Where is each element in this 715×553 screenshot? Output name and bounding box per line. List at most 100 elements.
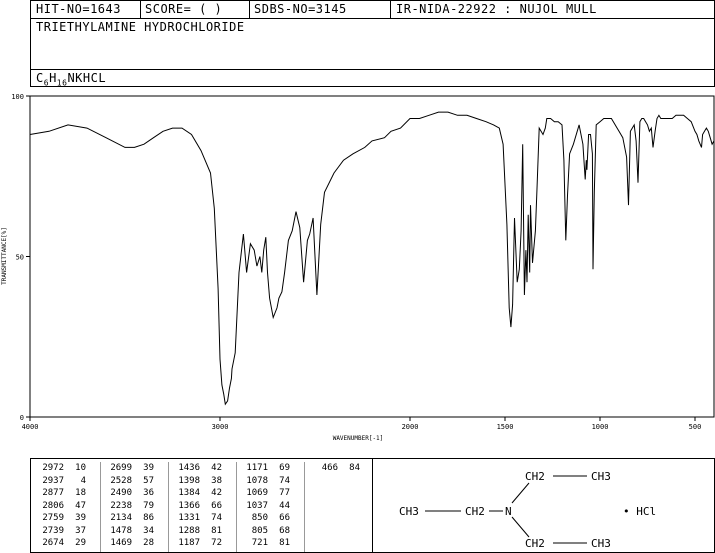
peak-transmittance: 37 xyxy=(75,525,86,536)
x-tick-label: 1500 xyxy=(497,423,514,431)
peak-row: 1078 74 xyxy=(242,476,290,487)
formula-part: C xyxy=(36,71,44,85)
peak-row: 2972 10 xyxy=(38,463,86,474)
peak-transmittance: 34 xyxy=(143,525,154,536)
spectrum-line xyxy=(29,111,715,406)
peak-transmittance: 84 xyxy=(349,463,360,473)
peak-wavenumber: 1478 xyxy=(110,525,132,536)
peak-wavenumber: 2877 xyxy=(42,488,64,498)
peak-wavenumber: 1331 xyxy=(178,513,200,523)
peak-wavenumber: 1078 xyxy=(246,475,268,486)
struct-ch3-left: CH3 xyxy=(399,505,419,518)
peak-row: 2937 4 xyxy=(38,476,86,487)
peak-wavenumber: 1171 xyxy=(246,463,268,473)
structure-diagram: CH2 CH3 CH3 CH2 N CH2 CH3 • HCl xyxy=(399,470,656,550)
y-axis-label: TRANSMITTANCE[%] xyxy=(1,227,8,285)
peak-row: 1384 42 xyxy=(174,488,222,499)
peak-row: 1398 38 xyxy=(174,476,222,487)
peak-wavenumber: 850 xyxy=(251,513,268,523)
peak-wavenumber: 2238 xyxy=(110,500,132,511)
header-divider xyxy=(249,0,250,18)
peak-wavenumber: 2528 xyxy=(110,475,132,486)
peak-row: 805 68 xyxy=(242,526,290,537)
peak-transmittance: 44 xyxy=(279,500,290,511)
formula-subscript: 16 xyxy=(56,78,68,88)
peak-row: 850 66 xyxy=(242,513,290,524)
peak-transmittance: 38 xyxy=(211,475,222,486)
peak-transmittance: 72 xyxy=(211,538,222,548)
sdbs-number: SDBS-NO=3145 xyxy=(254,2,347,16)
peak-wavenumber: 1384 xyxy=(178,488,200,498)
peak-wavenumber: 2806 xyxy=(42,500,64,511)
header-rule xyxy=(30,69,715,70)
peak-transmittance: 29 xyxy=(75,538,86,548)
peak-wavenumber: 1069 xyxy=(246,488,268,498)
peak-transmittance: 86 xyxy=(143,513,154,523)
peak-transmittance: 42 xyxy=(211,488,222,498)
x-tick-label: 4000 xyxy=(22,423,39,431)
peak-row: 466 84 xyxy=(312,463,360,474)
molecular-formula: C6H16NKHCL xyxy=(36,70,107,88)
peak-table-divider xyxy=(100,462,101,552)
y-tick-label: 0 xyxy=(20,414,24,422)
ir-spectrum-chart: 4000 3000 2000 1500 1000 500 0 50 100 WAVENUMBE… xyxy=(1,93,715,442)
peak-wavenumber: 2972 xyxy=(42,463,64,473)
peak-transmittance: 81 xyxy=(211,525,222,536)
formula-part: NKHCL xyxy=(67,71,107,85)
y-tick-label: 50 xyxy=(16,254,24,262)
peak-row: 1436 42 xyxy=(174,463,222,474)
peak-transmittance: 74 xyxy=(211,513,222,523)
peak-transmittance: 69 xyxy=(279,463,290,473)
peak-wavenumber: 2134 xyxy=(110,513,132,523)
peak-wavenumber: 2490 xyxy=(110,488,132,498)
peak-wavenumber: 2674 xyxy=(42,538,64,548)
peak-row: 1187 72 xyxy=(174,538,222,549)
bond xyxy=(511,516,530,538)
peak-wavenumber: 805 xyxy=(251,525,268,536)
struct-salt: • HCl xyxy=(623,505,656,518)
peak-row: 721 81 xyxy=(242,538,290,549)
peak-row: 2806 47 xyxy=(38,501,86,512)
peak-transmittance: 39 xyxy=(143,463,154,473)
peak-row: 2739 37 xyxy=(38,526,86,537)
peak-table-divider xyxy=(372,458,373,553)
peak-wavenumber: 1187 xyxy=(178,538,200,548)
peak-transmittance: 36 xyxy=(143,488,154,498)
peak-row: 2528 57 xyxy=(106,476,154,487)
peak-row: 2490 36 xyxy=(106,488,154,499)
peak-transmittance: 81 xyxy=(279,538,290,548)
peak-transmittance: 57 xyxy=(143,475,154,486)
peak-row: 2759 39 xyxy=(38,513,86,524)
x-tick-label: 500 xyxy=(689,423,702,431)
peak-wavenumber: 2699 xyxy=(110,463,132,473)
struct-ch2-left: CH2 xyxy=(465,505,485,518)
peak-row: 2699 39 xyxy=(106,463,154,474)
struct-ch2-top: CH2 xyxy=(525,470,545,483)
peak-transmittance: 4 xyxy=(80,475,86,486)
ir-code: IR-NIDA-22922 : NUJOL MULL xyxy=(396,2,597,16)
peak-transmittance: 28 xyxy=(143,538,154,548)
peak-wavenumber: 2759 xyxy=(42,513,64,523)
peak-table-divider xyxy=(168,462,169,552)
formula-subscript: 6 xyxy=(43,78,50,88)
peak-transmittance: 77 xyxy=(279,488,290,498)
peak-row: 1331 74 xyxy=(174,513,222,524)
peak-row: 1171 69 xyxy=(242,463,290,474)
peak-row: 1469 28 xyxy=(106,538,154,549)
peak-transmittance: 66 xyxy=(211,500,222,511)
peak-wavenumber: 2739 xyxy=(42,525,64,536)
peak-table-divider xyxy=(236,462,237,552)
formula-part: H xyxy=(49,71,57,85)
header-divider xyxy=(390,0,391,18)
peak-row: 1478 34 xyxy=(106,526,154,537)
peak-wavenumber: 1436 xyxy=(178,463,200,473)
peak-wavenumber: 466 xyxy=(321,463,338,473)
peak-transmittance: 66 xyxy=(279,513,290,523)
peak-transmittance: 10 xyxy=(75,463,86,473)
peak-wavenumber: 721 xyxy=(251,538,268,548)
peak-table-divider xyxy=(304,462,305,552)
peak-wavenumber: 1037 xyxy=(246,500,268,511)
x-tick-label: 3000 xyxy=(212,423,229,431)
y-axis-ticks: 0 50 100 xyxy=(11,93,30,422)
y-tick-label: 100 xyxy=(11,93,24,101)
